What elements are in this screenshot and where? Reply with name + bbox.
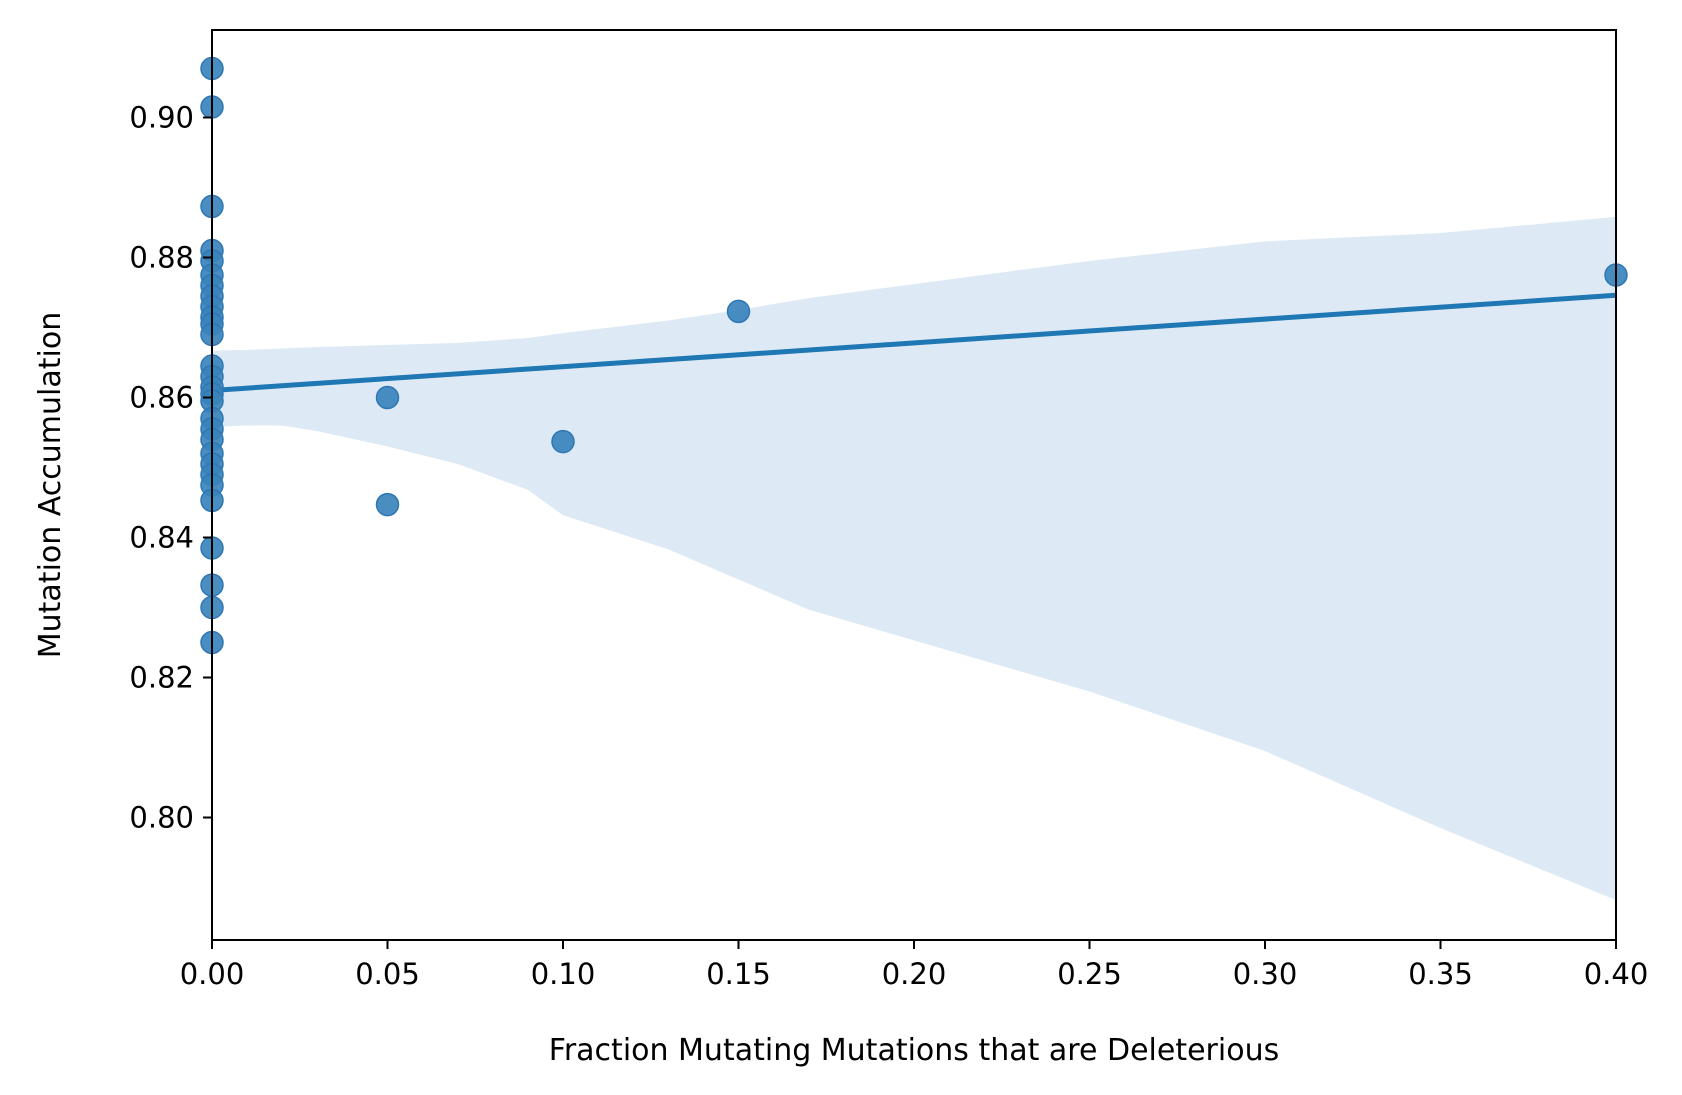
data-point (375, 492, 400, 517)
y-axis-ticks: 0.80 0.82 0.84 0.86 0.88 0.90 (129, 101, 212, 835)
x-tick-label: 0.10 (531, 957, 596, 991)
y-tick-label: 0.82 (129, 661, 194, 695)
y-tick-label: 0.84 (129, 521, 194, 555)
x-tick-label: 0.25 (1057, 957, 1122, 991)
y-tick-label: 0.86 (129, 381, 194, 415)
regression-line (212, 292, 1616, 393)
x-axis-ticks: 0.00 0.05 0.10 0.15 0.20 0.25 0.30 0.35 0.40 (180, 940, 1649, 991)
data-point (551, 429, 575, 454)
y-tick-label: 0.88 (129, 241, 194, 275)
data-point (375, 385, 400, 410)
data-point (726, 299, 751, 324)
x-tick-label: 0.15 (706, 957, 771, 991)
regression-line-layer (212, 292, 1616, 393)
confidence-band-layer (212, 216, 1616, 901)
x-tick-label: 0.05 (355, 957, 420, 991)
y-tick-label: 0.90 (129, 101, 194, 135)
x-tick-label: 0.35 (1408, 957, 1473, 991)
y-tick-label: 0.80 (129, 801, 194, 835)
x-tick-label: 0.00 (180, 957, 245, 991)
y-axis-title: Mutation Accumulation (33, 312, 68, 658)
x-tick-label: 0.40 (1584, 957, 1649, 991)
x-tick-label: 0.20 (882, 957, 947, 991)
confidence-band (212, 216, 1616, 901)
x-tick-label: 0.30 (1233, 957, 1298, 991)
x-axis-title: Fraction Mutating Mutations that are Del… (549, 1033, 1279, 1068)
